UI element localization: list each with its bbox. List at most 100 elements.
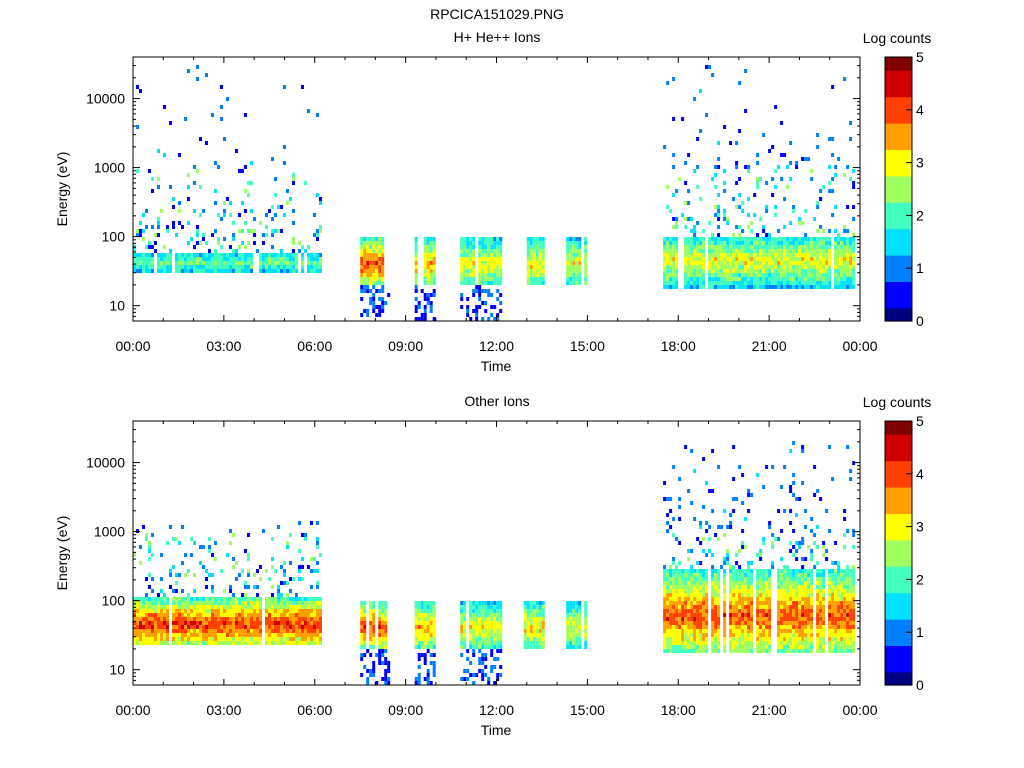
spectrogram-cell — [777, 241, 781, 245]
spectrogram-cell — [472, 649, 476, 653]
spectrogram-cell — [578, 609, 582, 613]
spectrogram-cell — [313, 261, 316, 265]
spectrogram-cell — [720, 265, 724, 269]
spectrogram-cell — [310, 609, 313, 613]
y-axis-label: Energy (eV) — [54, 152, 70, 227]
spectrogram-cell — [696, 257, 700, 261]
spectrogram-cell — [295, 593, 298, 597]
spectrogram-cell — [181, 269, 184, 273]
spectrogram-cell — [840, 257, 844, 261]
spectrogram-cell — [777, 229, 781, 233]
spectrogram-cell — [211, 633, 214, 637]
spectrogram-cell — [178, 541, 181, 545]
spectrogram-cell — [744, 577, 748, 581]
spectrogram-cell — [532, 253, 536, 257]
spectrogram-cell — [295, 269, 298, 273]
spectrogram-cell — [523, 601, 527, 605]
spectrogram-cell — [762, 229, 766, 233]
spectrogram-cell — [572, 605, 576, 609]
spectrogram-cell — [828, 641, 832, 645]
spectrogram-cell — [496, 253, 500, 257]
spectrogram-cell — [298, 601, 301, 605]
spectrogram-cell — [750, 613, 754, 617]
spectrogram-cell — [663, 237, 667, 241]
spectrogram-cell — [136, 609, 139, 613]
spectrogram-cell — [765, 233, 769, 237]
spectrogram-cell — [741, 593, 745, 597]
spectrogram-cell — [732, 253, 736, 257]
spectrogram-cell — [852, 205, 856, 209]
spectrogram-cell — [777, 509, 781, 513]
spectrogram-cell — [675, 625, 679, 629]
spectrogram-cell — [369, 637, 373, 641]
spectrogram-cell — [211, 253, 214, 257]
spectrogram-cell — [795, 649, 799, 653]
spectrogram-cell — [384, 681, 388, 685]
spectrogram-cell — [801, 649, 805, 653]
spectrogram-cell — [738, 649, 742, 653]
spectrogram-cell — [414, 245, 418, 249]
spectrogram-cell — [499, 617, 503, 621]
spectrogram-cell — [777, 269, 781, 273]
spectrogram-cell — [414, 309, 418, 313]
spectrogram-cell — [684, 241, 688, 245]
spectrogram-cell — [369, 625, 373, 629]
spectrogram-cell — [384, 609, 388, 613]
spectrogram-cell — [310, 625, 313, 629]
spectrogram-cell — [666, 269, 670, 273]
spectrogram-plot-area — [133, 441, 856, 685]
spectrogram-cell — [696, 185, 700, 189]
spectrogram-cell — [208, 633, 211, 637]
spectrogram-cell — [226, 605, 229, 609]
spectrogram-cell — [747, 273, 751, 277]
spectrogram-cell — [741, 613, 745, 617]
spectrogram-cell — [852, 261, 856, 265]
spectrogram-cell — [384, 633, 388, 637]
spectrogram-cell — [789, 241, 793, 245]
spectrogram-cell — [693, 569, 697, 573]
spectrogram-cell — [717, 225, 721, 229]
spectrogram-cell — [786, 261, 790, 265]
spectrogram-cell — [663, 589, 667, 593]
spectrogram-cell — [759, 645, 763, 649]
spectrogram-cell — [283, 253, 286, 257]
spectrogram-cell — [184, 633, 187, 637]
colorbar-swatch — [885, 62, 912, 66]
spectrogram-cell — [472, 613, 476, 617]
spectrogram-cell — [789, 257, 793, 261]
spectrogram-cell — [490, 645, 494, 649]
spectrogram-cell — [726, 253, 730, 257]
spectrogram-cell — [475, 637, 479, 641]
colorbar-swatch — [885, 138, 912, 143]
spectrogram-cell — [801, 605, 805, 609]
spectrogram-cell — [229, 633, 232, 637]
colorbar-swatch — [885, 178, 912, 182]
spectrogram-cell — [723, 213, 727, 217]
spectrogram-cell — [187, 197, 190, 201]
spectrogram-cell — [663, 641, 667, 645]
spectrogram-cell — [426, 249, 430, 253]
spectrogram-cell — [229, 617, 232, 621]
spectrogram-cell — [232, 601, 235, 605]
spectrogram-cell — [178, 629, 181, 633]
spectrogram-cell — [301, 617, 304, 621]
spectrogram-cell — [529, 645, 533, 649]
spectrogram-cell — [429, 681, 433, 685]
spectrogram-cell — [678, 517, 682, 521]
spectrogram-cell — [262, 261, 265, 265]
spectrogram-cell — [241, 625, 244, 629]
spectrogram-cell — [705, 597, 709, 601]
spectrogram-cell — [687, 609, 691, 613]
spectrogram-cell — [684, 201, 688, 205]
spectrogram-cell — [768, 605, 772, 609]
spectrogram-cell — [372, 261, 376, 265]
spectrogram-cell — [780, 121, 784, 125]
spectrogram-cell — [496, 641, 500, 645]
colorbar-swatch — [885, 210, 912, 214]
spectrogram-cell — [490, 653, 494, 657]
spectrogram-cell — [780, 557, 784, 561]
spectrogram-cell — [301, 625, 304, 629]
spectrogram-cell — [478, 289, 482, 293]
spectrogram-cell — [163, 629, 166, 633]
spectrogram-cell — [172, 629, 175, 633]
